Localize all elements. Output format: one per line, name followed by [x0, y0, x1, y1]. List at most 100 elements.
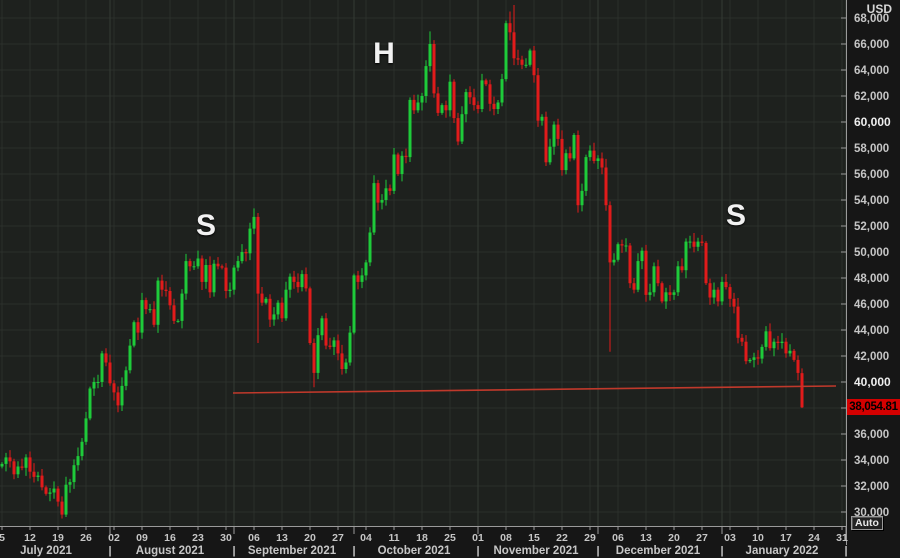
- candle: [300, 274, 304, 288]
- candle: [436, 93, 440, 113]
- candle: [696, 241, 700, 247]
- svg-text:36,000: 36,000: [854, 429, 889, 441]
- svg-text:44,000: 44,000: [854, 325, 889, 337]
- svg-text:13: 13: [276, 532, 288, 544]
- candle: [116, 392, 120, 406]
- svg-text:32,000: 32,000: [854, 481, 889, 493]
- candle: [728, 287, 732, 299]
- candle: [320, 318, 324, 336]
- candle: [412, 99, 416, 111]
- candle: [408, 99, 412, 158]
- candle: [512, 32, 516, 59]
- candle: [40, 475, 44, 488]
- svg-text:26: 26: [80, 532, 92, 544]
- svg-text:25: 25: [444, 532, 456, 544]
- candle: [404, 155, 408, 158]
- candle: [136, 322, 140, 333]
- candle: [292, 276, 296, 282]
- candle: [348, 332, 352, 363]
- candle: [96, 382, 100, 383]
- candle: [44, 487, 48, 494]
- svg-text:30: 30: [220, 532, 232, 544]
- svg-text:66,000: 66,000: [854, 39, 889, 51]
- candle: [588, 150, 592, 158]
- candle: [660, 283, 664, 302]
- candle: [636, 261, 640, 290]
- month-label: September 2021: [248, 545, 337, 557]
- svg-text:62,000: 62,000: [854, 91, 889, 103]
- candle: [56, 488, 60, 502]
- candle: [256, 216, 260, 294]
- svg-text:23: 23: [192, 532, 204, 544]
- candle: [304, 274, 308, 289]
- candle: [152, 309, 156, 325]
- candle: [544, 116, 548, 163]
- candle: [584, 157, 588, 191]
- candle: [716, 289, 720, 302]
- candle: [732, 298, 736, 307]
- candle: [560, 138, 564, 171]
- candle: [216, 263, 220, 267]
- month-label: November 2021: [493, 545, 579, 557]
- candle: [600, 158, 604, 168]
- candle: [464, 92, 468, 115]
- svg-text:|: |: [720, 545, 723, 557]
- candle: [280, 302, 284, 319]
- candle: [156, 280, 160, 325]
- svg-text:09: 09: [136, 532, 148, 544]
- candle: [564, 153, 568, 171]
- candlestick-layer: [0, 5, 804, 519]
- candle: [580, 190, 584, 206]
- svg-text:20: 20: [668, 532, 680, 544]
- svg-text:56,000: 56,000: [854, 169, 889, 181]
- candle: [424, 66, 428, 96]
- svg-text:|: |: [352, 545, 355, 557]
- candle: [76, 456, 80, 466]
- candle: [416, 102, 420, 111]
- candle: [748, 359, 752, 362]
- auto-scale-button[interactable]: Auto: [851, 516, 883, 530]
- candle: [520, 59, 524, 65]
- candle: [72, 465, 76, 483]
- candle: [772, 341, 776, 349]
- candle: [48, 492, 52, 494]
- candle: [200, 258, 204, 282]
- candle: [704, 242, 708, 284]
- candle: [160, 280, 164, 290]
- candle: [232, 267, 236, 290]
- right-shoulder-label: S: [725, 199, 747, 232]
- candle: [508, 23, 512, 33]
- candle: [456, 118, 460, 142]
- candle: [252, 216, 256, 229]
- candle: [212, 263, 216, 293]
- svg-text:13: 13: [640, 532, 652, 544]
- candle: [8, 457, 12, 462]
- svg-text:54,000: 54,000: [854, 195, 889, 207]
- neckline-trendline[interactable]: [232, 385, 837, 394]
- head-label: H: [373, 37, 395, 70]
- candle: [388, 188, 392, 191]
- candle: [752, 357, 756, 360]
- candle: [548, 146, 552, 163]
- candle: [400, 155, 404, 174]
- svg-text:19: 19: [52, 532, 64, 544]
- candle: [372, 183, 376, 233]
- candle: [652, 266, 656, 293]
- svg-text:58,000: 58,000: [854, 143, 889, 155]
- candle: [664, 292, 668, 302]
- candle: [708, 283, 712, 298]
- svg-text:29: 29: [584, 532, 596, 544]
- svg-text:27: 27: [332, 532, 344, 544]
- candle: [532, 50, 536, 76]
- candle: [296, 281, 300, 288]
- candle: [500, 79, 504, 103]
- candle: [796, 359, 800, 373]
- candle: [168, 291, 172, 306]
- candle: [68, 482, 72, 485]
- candle: [220, 266, 224, 268]
- candle: [248, 228, 252, 254]
- candle: [284, 289, 288, 319]
- svg-text:42,000: 42,000: [854, 351, 889, 363]
- candle: [552, 124, 556, 147]
